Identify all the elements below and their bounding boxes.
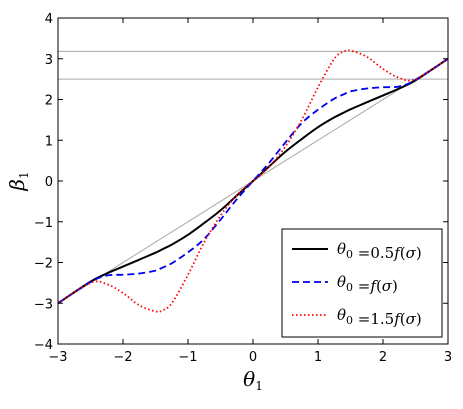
series-line-2	[57, 57, 449, 305]
y-axis-label: β1	[5, 171, 31, 191]
y-tick-label: 1	[45, 134, 53, 149]
y-tick-label: −1	[34, 216, 53, 231]
y-tick-label: 0	[45, 175, 53, 190]
legend-label-3: θ0 =1.5f(σ)	[337, 306, 422, 328]
y-tick-label: 4	[45, 12, 53, 27]
y-tick-label: −3	[34, 297, 53, 312]
x-tick-label: 2	[379, 350, 387, 365]
x-tick-label: 0	[249, 350, 257, 365]
legend-box	[281, 228, 443, 338]
legend-label-1: θ0 =0.5f(σ)	[337, 240, 422, 262]
y-tick-label: 2	[45, 94, 53, 109]
y-tick-label: 3	[45, 53, 53, 68]
series-line-1	[57, 57, 449, 305]
x-tick-label: 1	[314, 350, 322, 365]
legend: θ0 =0.5f(σ) θ0 =f(σ) θ0 =1.5f(σ)	[281, 228, 443, 338]
x-tick-label: −1	[178, 350, 197, 365]
series-group	[57, 49, 449, 313]
x-tick-label: −2	[113, 350, 132, 365]
y-tick-label: −2	[34, 257, 53, 272]
plot-frame	[57, 17, 449, 345]
legend-label-2: θ0 =f(σ)	[337, 273, 398, 295]
x-tick-label: −3	[48, 350, 67, 365]
x-axis-label: θ1	[243, 367, 263, 393]
x-tick-label: 3	[444, 350, 452, 365]
y-tick-label: −4	[34, 338, 53, 353]
